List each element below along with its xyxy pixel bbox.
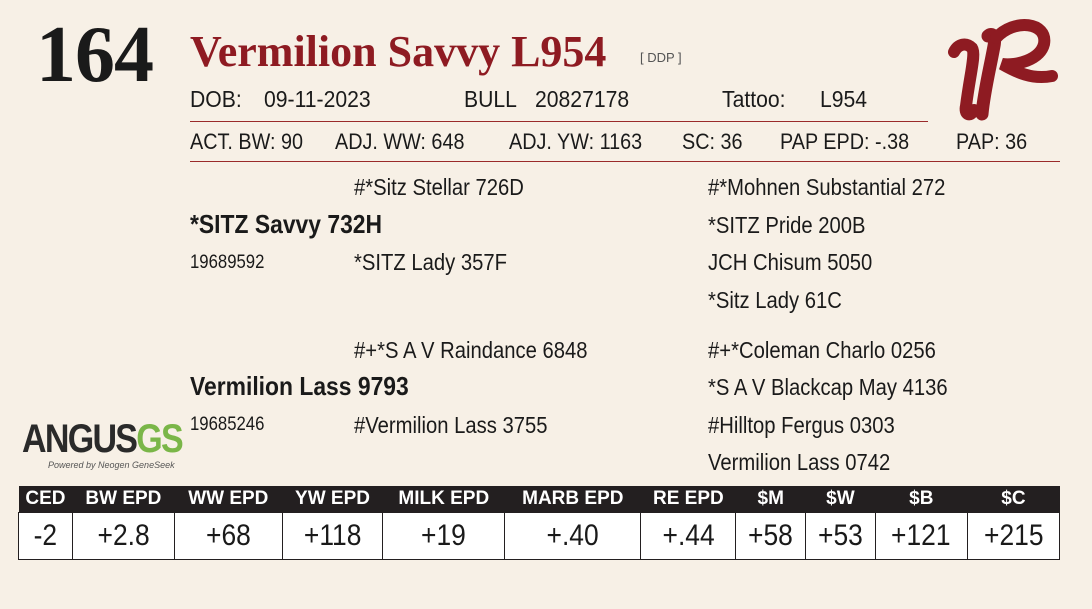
epd-header: MILK EPD <box>382 486 505 513</box>
sex-label: BULL <box>464 86 517 112</box>
epd-value: +68 <box>205 519 251 552</box>
angus-logo-accent: GS <box>136 417 183 461</box>
epd-header: $W <box>805 486 876 513</box>
epd-header-row: CED BW EPD WW EPD YW EPD MILK EPD MARB E… <box>18 486 1060 513</box>
epd-header: WW EPD <box>174 486 283 513</box>
epd-value: -2 <box>33 519 58 552</box>
adjusted-weaning-weight: ADJ. WW: 648 <box>335 129 465 154</box>
sire-dam-dam: *Sitz Lady 61C <box>708 287 842 313</box>
animal-name: Vermilion Savvy L954 <box>190 27 607 76</box>
epd-header: $C <box>967 486 1060 513</box>
dob-label: DOB: <box>190 86 242 112</box>
angus-gs-logo: ANGUSGS Powered by Neogen GeneSeek <box>22 416 184 476</box>
epd-value: +215 <box>983 519 1044 552</box>
sire-sire-dam: *SITZ Pride 200B <box>708 212 866 238</box>
dam-sire-sire: #+*Coleman Charlo 0256 <box>708 337 936 363</box>
epd-value: +118 <box>303 519 362 552</box>
epd-header: YW EPD <box>282 486 383 513</box>
epd-table: CED BW EPD WW EPD YW EPD MILK EPD MARB E… <box>18 486 1061 560</box>
sire-sire: #*Sitz Stellar 726D <box>354 174 524 200</box>
epd-value: +53 <box>817 519 863 552</box>
epd-value: +.40 <box>546 519 599 552</box>
lot-number: 164 <box>36 11 154 99</box>
registration-tag: [ DDP ] <box>640 50 682 65</box>
epd-value: +2.8 <box>97 519 150 552</box>
dam-dam-dam: Vermilion Lass 0742 <box>708 449 891 475</box>
actual-birth-weight: ACT. BW: 90 <box>190 129 303 154</box>
dam-dam-sire: #Hilltop Fergus 0303 <box>708 412 895 438</box>
epd-header: MARB EPD <box>504 486 641 513</box>
epd-header: CED <box>18 486 73 513</box>
epd-header: RE EPD <box>640 486 736 513</box>
divider-line <box>190 121 928 122</box>
tattoo-label: Tattoo: <box>722 86 786 112</box>
sire-dam-sire: JCH Chisum 5050 <box>708 249 873 275</box>
dob-value: 09-11-2023 <box>264 86 371 112</box>
epd-value: +58 <box>748 519 794 552</box>
sire-registration: 19689592 <box>190 252 265 273</box>
vermilion-brand-logo <box>948 19 1058 121</box>
sire-dam: *SITZ Lady 357F <box>354 249 507 275</box>
epd-value: +19 <box>421 519 467 552</box>
divider-line <box>190 161 1060 162</box>
tattoo-value: L954 <box>820 86 868 112</box>
sire-name: *SITZ Savvy 732H <box>190 209 383 239</box>
scrotal-circumference: SC: 36 <box>682 129 743 154</box>
pap-value: PAP: 36 <box>956 129 1028 154</box>
angus-logo-tagline: Powered by Neogen GeneSeek <box>48 460 175 470</box>
dam-sire: #+*S A V Raindance 6848 <box>354 337 588 363</box>
dam-registration: 19685246 <box>190 414 265 435</box>
adjusted-yearling-weight: ADJ. YW: 1163 <box>509 129 643 154</box>
epd-header: $M <box>735 486 806 513</box>
angus-logo-main: ANGUS <box>22 417 138 461</box>
pap-epd: PAP EPD: -.38 <box>780 129 910 154</box>
epd-value: +.44 <box>662 519 715 552</box>
epd-value: +121 <box>891 519 952 552</box>
sire-sire-sire: #*Mohnen Substantial 272 <box>708 174 946 200</box>
dam-name: Vermilion Lass 9793 <box>190 371 409 401</box>
dam-sire-dam: *S A V Blackcap May 4136 <box>708 374 948 400</box>
epd-header: BW EPD <box>72 486 175 513</box>
epd-header: $B <box>875 486 968 513</box>
dam-dam: #Vermilion Lass 3755 <box>354 412 548 438</box>
epd-value-row: -2 +2.8 +68 +118 +19 +.40 +.44 +58 +53 +… <box>18 512 1061 560</box>
registration-number: 20827178 <box>535 86 630 112</box>
